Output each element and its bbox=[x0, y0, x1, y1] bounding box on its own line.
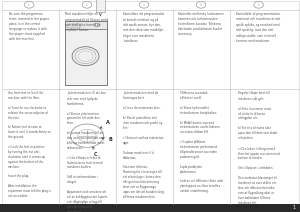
Text: B: B bbox=[108, 137, 112, 142]
Text: 2: 2 bbox=[86, 3, 88, 7]
Bar bbox=[0, 204, 300, 212]
Text: Kontrollare att programtavlat
är korrekt inrättad, og på
rätt språk annars, byt : Kontrollare att programtavlat är korrekt… bbox=[123, 12, 165, 43]
Text: 3: 3 bbox=[143, 3, 145, 7]
Bar bbox=[96, 0, 105, 12]
Text: Kontroller mellomby luckationen
bommen och lutluminansen
kontrollaren avradar. T: Kontroller mellomby luckationen bommen o… bbox=[178, 12, 224, 36]
Text: Tillförsena accordad
effekten i sneff.

a) Skara tyrkevnoffet
strömslutaren butt: Tillförsena accordad effekten i sneff. a… bbox=[179, 91, 223, 193]
Text: 1: 1 bbox=[292, 205, 296, 211]
Bar bbox=[67, 24, 80, 28]
Text: Reguler tilbjan forot till
maskinen stål gott.

a) Drev muttraren must
vil aloit: Reguler tilbjan forot till maskinen stål… bbox=[238, 91, 280, 205]
Text: C: C bbox=[94, 152, 97, 157]
Text: 4: 4 bbox=[200, 3, 202, 7]
Text: A: A bbox=[106, 120, 110, 125]
Text: 5: 5 bbox=[258, 3, 260, 7]
Text: Kontrollade of programmtavlan
monterat och installeras at rätt
språk spåtke, og : Kontrollade of programmtavlan monterat o… bbox=[236, 12, 281, 43]
Text: Justera maskinen till att den
står som med hjälp de
framfötterna.

a) Skruva ytt: Justera maskinen till att den står som m… bbox=[67, 91, 107, 212]
Text: Justera maskinen med de
framtagna bett.

a) Leve de matternas skev.

b) Dra åt j: Justera maskinen med de framtagna bett. … bbox=[123, 91, 165, 199]
Text: Med maskinen följer en
programtabell på fliteras språk
som skall sitta framtill : Med maskinen följer en programtabell på … bbox=[65, 12, 109, 32]
Text: Be sure the programme
chart, inserted in the proper
place, is in the correct
lan: Be sure the programme chart, inserted in… bbox=[9, 12, 49, 41]
Text: Use front foot to level the
machine with the floor.

a) Turn the nut clockwise t: Use front foot to level the machine with… bbox=[8, 91, 50, 198]
Bar bbox=[65, 21, 107, 85]
Text: 1: 1 bbox=[28, 3, 30, 7]
Bar bbox=[65, 21, 107, 29]
